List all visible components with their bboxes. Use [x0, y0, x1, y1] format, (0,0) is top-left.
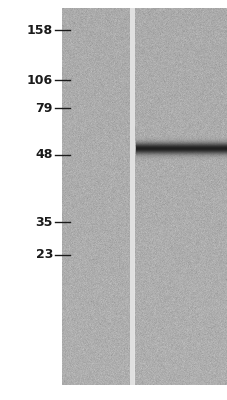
Text: 106: 106: [27, 74, 53, 86]
Text: 35: 35: [35, 216, 53, 228]
Text: 158: 158: [27, 24, 53, 36]
Text: 48: 48: [35, 148, 53, 162]
Text: 23: 23: [35, 248, 53, 262]
Text: 79: 79: [35, 102, 53, 114]
